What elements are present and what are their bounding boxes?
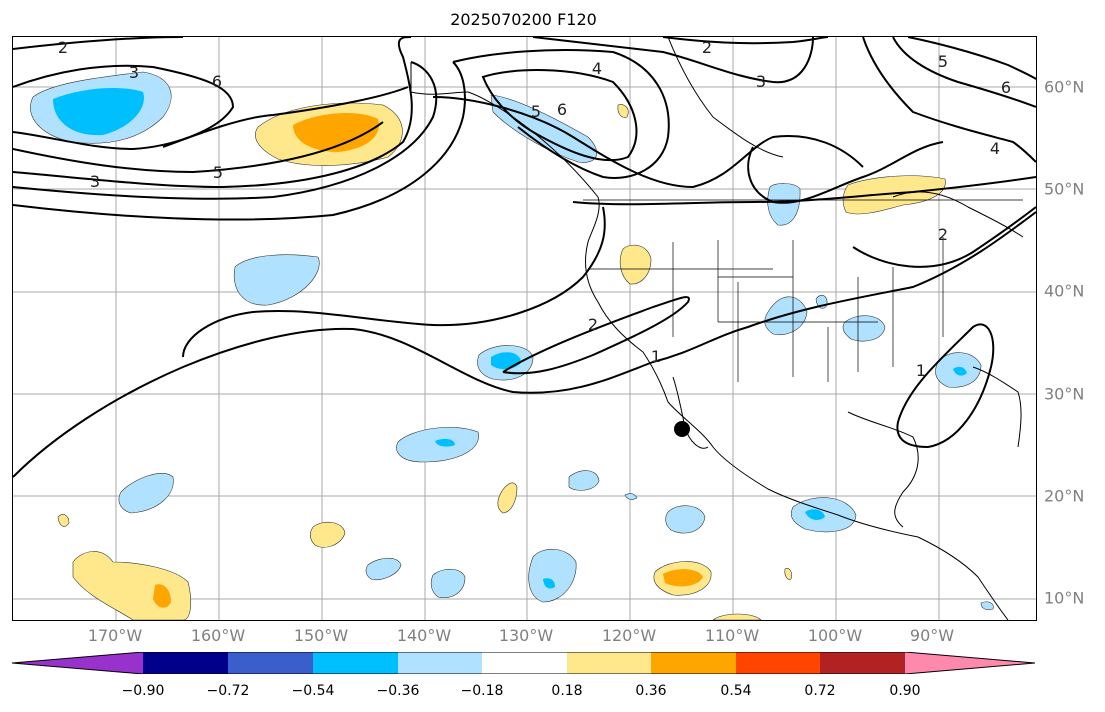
contour-label: 2 [588, 315, 598, 334]
colorbar-tick-label: −0.54 [291, 683, 335, 699]
colorbar-segment [313, 652, 398, 674]
colorbar-segment [567, 652, 651, 674]
colorbar-tick-label: 0.18 [551, 683, 583, 699]
contour-label: 6 [212, 72, 222, 91]
colorbar-tick-label: 0.36 [635, 683, 667, 699]
lat-label: 40°N [1044, 281, 1085, 301]
contour-label: 5 [531, 102, 541, 121]
lon-label: 140°W [396, 626, 452, 645]
contour-label: 5 [938, 52, 948, 71]
colorbar-tick-label: −0.18 [460, 683, 504, 699]
lon-label: 170°W [87, 626, 143, 645]
colorbar-tick-label: 0.90 [889, 683, 921, 699]
storm-center-dot[interactable] [674, 421, 690, 437]
contour-label: 4 [990, 139, 1000, 158]
contour-label: 4 [592, 59, 602, 78]
contour-label: 3 [756, 72, 766, 91]
coastlines [410, 37, 1024, 620]
contour-label: 5 [213, 163, 223, 182]
lon-label: 160°W [190, 626, 246, 645]
lat-label: 10°N [1044, 588, 1085, 608]
colorbar-segment [651, 652, 736, 674]
contour-label: 2 [938, 225, 948, 244]
negative-anomaly-shading [30, 71, 994, 611]
lat-label: 50°N [1044, 179, 1085, 199]
colorbar-tick-label: 0.54 [720, 683, 752, 699]
colorbar-tick-label: −0.72 [206, 683, 250, 699]
map-panel[interactable]: 2 3 6 3 5 4 2 3 5 6 5 6 4 2 2 1 1 [12, 36, 1037, 621]
colorbar-tick-label: 0.72 [804, 683, 836, 699]
contour-label-group: 2 3 6 3 5 4 2 3 5 6 5 6 4 2 2 1 1 [58, 38, 1011, 380]
contour-label: 1 [916, 361, 926, 380]
lon-label: 150°W [293, 626, 349, 645]
colorbar-tick-label: −0.90 [121, 683, 165, 699]
colorbar-segment [228, 652, 313, 674]
contour-label: 6 [557, 100, 567, 119]
lat-label: 20°N [1044, 486, 1085, 506]
lon-label: 100°W [807, 626, 863, 645]
map-title: 2025070200 F120 [450, 10, 597, 29]
colorbar-extend-low [12, 652, 143, 674]
colorbar-segment [143, 652, 228, 674]
contour-lines [13, 37, 1036, 478]
positive-anomaly-shading [57, 102, 946, 620]
contour-label: 1 [651, 347, 661, 366]
colorbar-segment [736, 652, 820, 674]
lat-label: 30°N [1044, 384, 1085, 404]
colorbar-tick-label: −0.36 [376, 683, 420, 699]
contour-label: 2 [58, 38, 68, 57]
lat-label: 60°N [1044, 77, 1085, 97]
lon-label: 110°W [704, 626, 760, 645]
colorbar [12, 652, 1035, 674]
colorbar-segment [820, 652, 905, 674]
contour-label: 2 [702, 38, 712, 57]
contour-label: 3 [129, 63, 139, 82]
colorbar-segment [482, 652, 567, 674]
map-canvas: 2 3 6 3 5 4 2 3 5 6 5 6 4 2 2 1 1 [13, 37, 1036, 620]
colorbar-segment [398, 652, 482, 674]
contour-label: 6 [1001, 78, 1011, 97]
graticule [13, 37, 1036, 620]
colorbar-extend-high [905, 652, 1035, 674]
lon-label: 120°W [601, 626, 657, 645]
contour-label: 3 [90, 172, 100, 191]
lon-label: 90°W [909, 626, 955, 645]
lon-label: 130°W [498, 626, 554, 645]
